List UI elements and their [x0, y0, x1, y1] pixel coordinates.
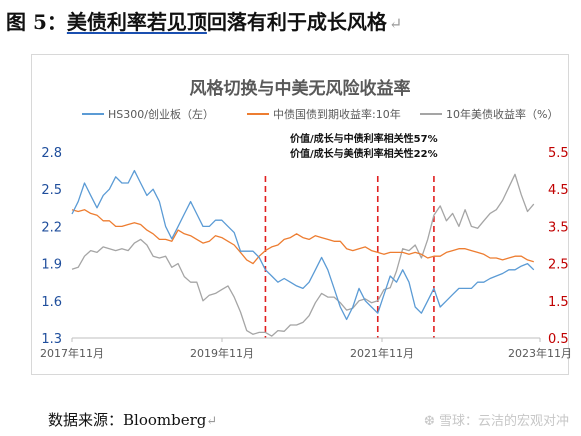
vertical-markers: [264, 176, 435, 338]
legend-label: 10年美债收益率（%）: [446, 107, 558, 121]
legend-label: 中债国债到期收益率:10年: [273, 107, 401, 121]
heading-underlined: 美债利率若见顶: [66, 10, 207, 34]
y-left-tick-label: 1.3: [41, 332, 62, 347]
y-right-tick-label: 1.5: [548, 295, 569, 310]
source-note: 数据来源：Bloomberg↵: [48, 409, 217, 430]
y-right-tick-label: 5.5: [548, 146, 569, 161]
return-mark: ↵: [388, 14, 403, 33]
heading-prefix: 图 5：: [6, 10, 67, 34]
legend-label: HS300/创业板（左）: [108, 107, 214, 121]
heading-rest: 回落有利于成长风格: [206, 10, 387, 34]
x-tick-label: 2021年11月: [350, 346, 414, 360]
y-left-tick-label: 2.8: [41, 146, 62, 161]
y-left-tick-label: 1.6: [41, 295, 62, 310]
x-tick-label: 2019年11月: [190, 346, 254, 360]
y-right-tick-label: 4.5: [548, 183, 569, 198]
chart-legend: HS300/创业板（左） 中债国债到期收益率:10年 10年美债收益率（%）: [82, 107, 558, 121]
chart-panel: [31, 54, 569, 375]
y-right-tick-label: 3.5: [548, 220, 569, 235]
source-return-mark: ↵: [206, 414, 218, 429]
watermark: ❆ 雪球：云洁的宏观对冲: [423, 414, 569, 429]
y-left-tick-label: 2.5: [41, 183, 62, 198]
series-layer: [71, 169, 535, 337]
series-line: [71, 173, 535, 337]
series-line: [71, 169, 535, 321]
series-line: [71, 209, 534, 265]
chart-title: 风格切换与中美无风险收益率: [190, 78, 411, 99]
chart-annotations: 价值/成长与中债利率相关性57% 价值/成长与美债利率相关性22%: [290, 132, 438, 160]
annotation-text: 价值/成长与美债利率相关性22%: [290, 147, 438, 160]
y-left-tick-label: 1.9: [41, 258, 62, 273]
axes-layer: 1.3 1.6 1.9 2.2 2.5 2.8 0.5 1.5 2.5 3.5 4.5 5.5 2017…: [40, 146, 572, 360]
y-right-tick-label: 2.5: [548, 258, 569, 273]
figure-heading: 图 5：美债利率若见顶回落有利于成长风格 ↵: [6, 6, 402, 35]
y-right-tick-label: 0.5: [548, 332, 569, 347]
y-left-tick-label: 2.2: [41, 220, 62, 235]
annotation-text: 价值/成长与中债利率相关性57%: [290, 132, 438, 145]
x-tick-label: 2023年11月: [508, 346, 572, 360]
x-tick-label: 2017年11月: [40, 346, 104, 360]
source-text: 数据来源：Bloomberg: [48, 411, 207, 429]
